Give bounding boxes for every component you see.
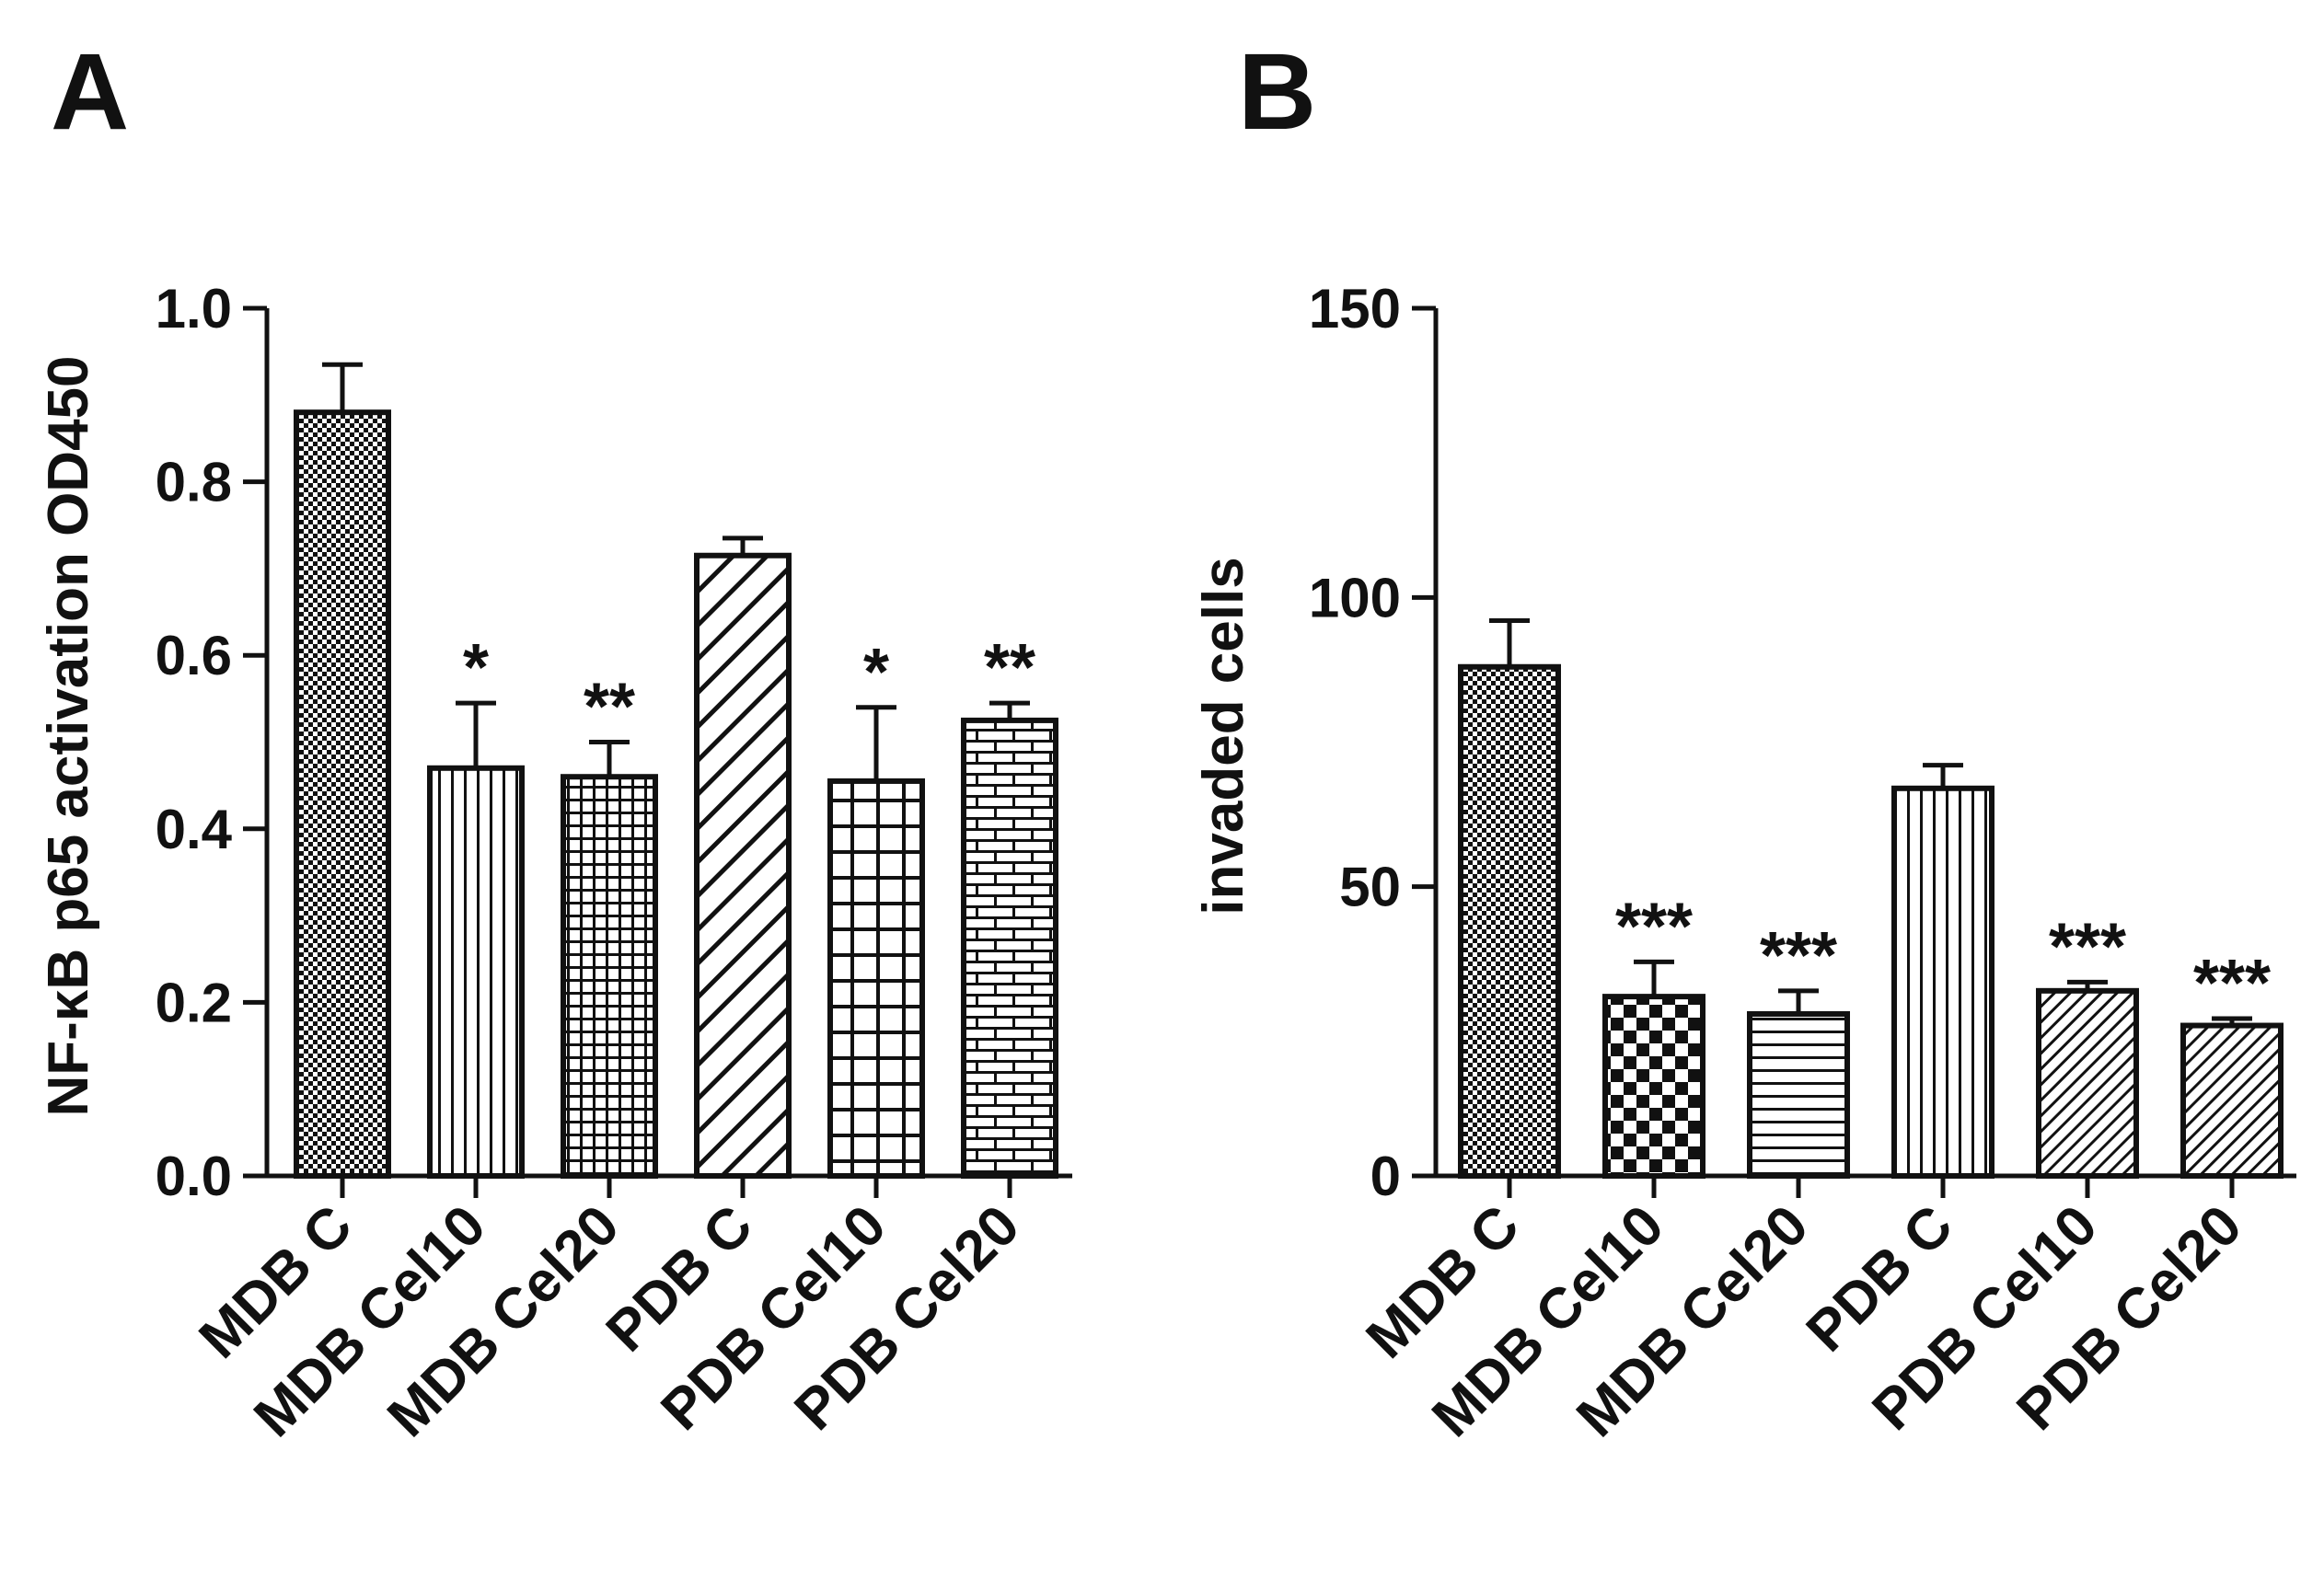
bar — [1747, 1010, 1850, 1180]
bar — [1891, 785, 1994, 1179]
significance-label: ** — [984, 631, 1035, 705]
bar — [1602, 994, 1705, 1179]
y-tick-label: 50 — [1339, 857, 1401, 918]
y-tick-label: 0.6 — [156, 625, 232, 686]
bar — [2036, 987, 2139, 1179]
significance-label: * — [463, 631, 489, 705]
y-tick-label: 150 — [1309, 278, 1401, 340]
significance-label: * — [863, 636, 889, 709]
y-tick-label: 0 — [1370, 1146, 1401, 1207]
significance-label: *** — [1615, 890, 1693, 963]
bar — [561, 774, 658, 1179]
y-axis-title: invaded cells — [1192, 557, 1255, 915]
bar — [2180, 1022, 2284, 1179]
bar — [694, 552, 792, 1179]
y-tick-label: 1.0 — [156, 278, 232, 340]
bar — [1458, 663, 1561, 1179]
bar — [294, 409, 391, 1180]
y-tick-label: 100 — [1309, 567, 1401, 628]
y-tick-label: 0.4 — [156, 799, 233, 860]
y-tick-label: 0.0 — [156, 1146, 232, 1207]
panel-label-a: A — [51, 31, 129, 153]
y-axis-title: NF-κB p65 activation OD450 — [37, 355, 100, 1116]
panel-label-b: B — [1238, 31, 1316, 153]
significance-label: ** — [584, 671, 635, 744]
y-tick-label: 0.8 — [156, 452, 232, 513]
y-tick-label: 0.2 — [156, 972, 232, 1033]
significance-label: *** — [2049, 910, 2126, 984]
bar — [427, 765, 525, 1179]
significance-label: *** — [1760, 919, 1837, 993]
bar — [961, 717, 1058, 1179]
panel-a: A NF-κB p65 activation OD450 0.0 0.2 0.4 0.6… — [37, 31, 1072, 1449]
bar — [827, 777, 925, 1179]
significance-label: *** — [2193, 947, 2271, 1020]
